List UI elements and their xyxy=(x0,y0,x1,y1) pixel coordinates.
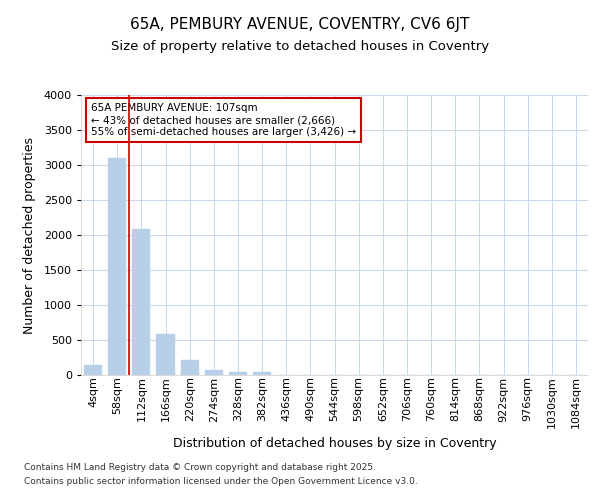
Bar xyxy=(205,370,223,375)
Y-axis label: Number of detached properties: Number of detached properties xyxy=(23,136,35,334)
X-axis label: Distribution of detached houses by size in Coventry: Distribution of detached houses by size … xyxy=(173,436,496,450)
Text: 65A PEMBURY AVENUE: 107sqm
← 43% of detached houses are smaller (2,666)
55% of s: 65A PEMBURY AVENUE: 107sqm ← 43% of deta… xyxy=(91,104,356,136)
Bar xyxy=(181,360,199,375)
Bar xyxy=(84,364,102,375)
Bar xyxy=(253,372,271,375)
Bar xyxy=(157,334,175,375)
Text: 65A, PEMBURY AVENUE, COVENTRY, CV6 6JT: 65A, PEMBURY AVENUE, COVENTRY, CV6 6JT xyxy=(130,18,470,32)
Bar xyxy=(108,158,126,375)
Text: Contains public sector information licensed under the Open Government Licence v3: Contains public sector information licen… xyxy=(24,478,418,486)
Bar xyxy=(229,372,247,375)
Text: Size of property relative to detached houses in Coventry: Size of property relative to detached ho… xyxy=(111,40,489,53)
Text: Contains HM Land Registry data © Crown copyright and database right 2025.: Contains HM Land Registry data © Crown c… xyxy=(24,462,376,471)
Bar xyxy=(133,230,151,375)
